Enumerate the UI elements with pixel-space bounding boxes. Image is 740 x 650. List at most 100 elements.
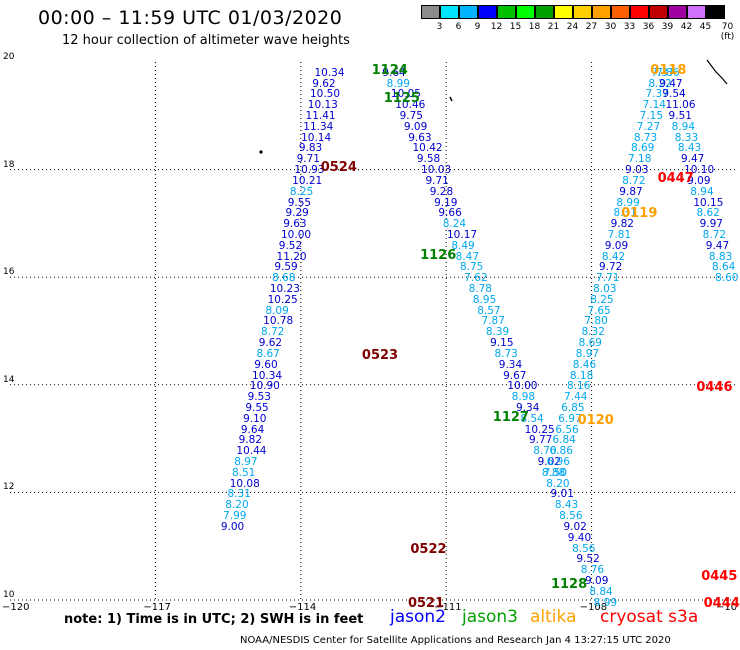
wave-height-value: 8.20 [225,499,249,512]
wave-height-value: 8.24 [442,218,467,231]
wave-height-value: 8.46 [572,358,597,371]
wave-height-value: 8.60 [715,272,739,285]
latitude-tick-label: 20 [3,52,15,62]
wave-height-value: 9.09 [687,174,711,187]
wave-height-value: 8.84 [589,585,613,598]
wave-height-value: 10.46 [395,99,426,112]
wave-height-value: 9.47 [659,77,683,90]
wave-height-value: 9.53 [247,391,271,404]
wave-height-value: 9.01 [550,488,574,501]
longitude-tick-label: −108 [579,602,608,613]
wave-height-value: 6.84 [552,434,576,447]
wave-height-value: 9.19 [434,196,458,209]
wave-height-value: 10.93 [294,164,325,177]
wave-height-value: 8.95 [472,293,497,306]
wave-height-value: 9.62 [312,77,336,90]
wave-height-value: 8.54 [520,412,544,425]
wave-height-value: 10.44 [236,445,267,458]
wave-height-value: 10.25 [267,293,298,306]
color-scale-label: 36 [642,22,655,32]
color-scale-label: 9 [474,22,481,32]
island-marker [259,150,263,154]
wave-height-value: 9.15 [490,337,514,350]
wave-height-value: 6.97 [558,412,582,425]
wave-height-value: 7.14 [642,99,666,112]
wave-height-value: 6.86 [549,445,573,458]
wave-height-value: 7.81 [607,228,632,241]
coastline-fragment [706,59,728,85]
wave-height-value: 9.59 [274,261,298,274]
wave-height-value: 9.64 [382,66,406,79]
wave-height-value: 9.97 [699,218,723,231]
color-scale-swatch [516,5,535,19]
wave-height-value: 10.08 [229,477,260,490]
wave-height-value: 9.83 [298,142,323,155]
color-scale-label: 21 [547,22,560,32]
wave-height-value: 8.64 [711,261,736,274]
pass-number-label: 0445 [701,568,738,584]
longitude-tick-label: −111 [434,602,462,613]
wave-height-value: 7.15 [639,110,664,122]
color-scale-label: 39 [661,22,674,32]
wave-height-value: 10.00 [281,228,312,241]
figure-title: 00:00 – 11:59 UTC 01/03/2020 [38,7,343,29]
wave-height-value: 8.20 [546,477,570,490]
color-scale-label: 27 [585,22,598,32]
color-scale-swatch [687,5,706,19]
wave-height-value: 8.98 [511,391,536,404]
wave-height-value: 7.87 [481,315,505,328]
color-scale-swatch [611,5,630,19]
wave-height-value: 10.23 [269,283,300,296]
wave-height-value: 8.72 [702,228,727,241]
wave-height-value: 8.83 [708,250,733,263]
pass-number-label: 0524 [320,159,357,175]
wave-height-value: 8.62 [696,207,720,220]
wave-height-value: 9.54 [662,88,686,101]
wave-height-value: 8.09 [265,304,289,317]
wave-height-value: 8.42 [601,250,626,263]
legend-jason3: jason3 [462,607,518,627]
wave-height-value: 9.51 [668,110,692,122]
wave-height-value: 9.00 [220,520,245,533]
wave-height-value: 8.43 [554,499,579,512]
wave-height-value: 7.62 [464,272,488,285]
color-scale-swatch [478,5,497,19]
wave-height-value: 8.97 [575,347,600,360]
wave-height-value: 10.50 [309,88,341,101]
color-scale-swatch [497,5,516,19]
color-scale-swatch [535,5,554,19]
longitude-tick-label: −10 [716,602,738,613]
longitude-tick-label: −117 [143,602,171,613]
wave-height-value: 8.67 [256,347,280,360]
wave-height-value: 9.47 [705,239,730,252]
wave-height-value: 11.34 [303,120,334,133]
wave-height-value: 8.43 [677,142,702,155]
wave-height-value: 9.02 [537,456,561,469]
wave-height-value: 9.66 [438,207,462,220]
wave-height-value: 8.56 [559,510,583,523]
color-scale-label: 45 [699,22,712,32]
wave-height-value: 8.16 [566,380,591,393]
wave-height-value: 10.10 [684,164,715,177]
wave-height-value: 9.63 [408,131,432,144]
wave-height-value: 8.56 [572,542,596,555]
wave-height-value: 9.02 [563,520,587,533]
color-scale-label: 12 [490,22,503,32]
wave-height-value: 11.20 [276,250,307,263]
wave-height-value: 8.73 [633,131,658,144]
pass-number-label: 0446 [696,380,733,396]
wave-height-value: 8.69 [578,337,602,350]
wave-height-value: 11.41 [305,110,336,122]
wave-height-value: 10.15 [693,196,724,209]
wave-height-value: 10.14 [301,131,332,144]
wave-height-value: 9.10 [243,412,267,425]
wave-height-value: 9.29 [285,207,309,220]
wave-height-value: 11.06 [665,99,696,112]
wave-height-value: 9.40 [567,531,592,544]
wave-height-value: 9.34 [498,358,523,371]
wave-height-value: 6.96 [546,456,570,469]
wave-height-value: 8.99 [386,77,410,90]
wave-height-value: 8.18 [569,369,594,382]
wave-height-value: 9.34 [516,401,540,414]
color-scale-swatch [668,5,687,19]
